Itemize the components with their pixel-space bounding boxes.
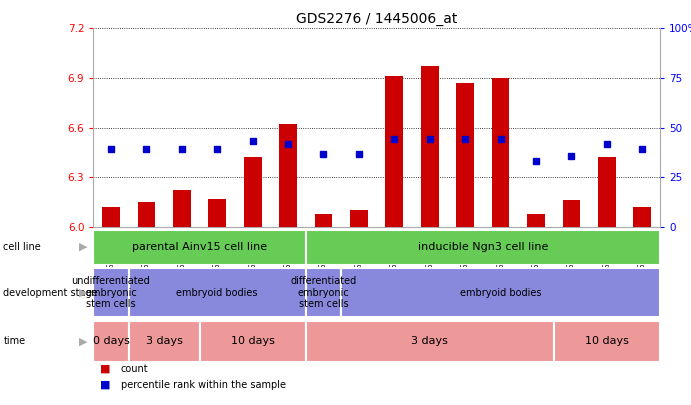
Bar	[305, 321, 553, 362]
Text: inducible Ngn3 cell line: inducible Ngn3 cell line	[417, 242, 548, 252]
Bar	[386, 76, 403, 227]
Bar	[341, 269, 660, 317]
Bar	[350, 210, 368, 227]
Bar	[314, 213, 332, 227]
Text: ■: ■	[100, 380, 111, 390]
Bar	[492, 78, 509, 227]
Bar	[173, 190, 191, 227]
Text: GDS2276 / 1445006_at: GDS2276 / 1445006_at	[296, 12, 457, 26]
Text: 0 days: 0 days	[93, 336, 129, 346]
Bar	[527, 213, 545, 227]
Bar	[129, 269, 305, 317]
Bar	[456, 83, 474, 227]
Text: parental Ainv15 cell line: parental Ainv15 cell line	[132, 242, 267, 252]
Bar	[93, 230, 305, 264]
Text: percentile rank within the sample: percentile rank within the sample	[121, 380, 286, 390]
Text: 10 days: 10 days	[231, 336, 274, 346]
Bar	[305, 230, 660, 264]
Text: ▶: ▶	[79, 288, 88, 298]
Bar	[102, 207, 120, 227]
Bar	[634, 207, 651, 227]
Bar	[93, 269, 129, 317]
Text: development stage: development stage	[3, 288, 98, 298]
Bar	[305, 269, 341, 317]
Text: differentiated
embryonic
stem cells: differentiated embryonic stem cells	[290, 276, 357, 309]
Bar	[553, 321, 660, 362]
Bar	[129, 321, 200, 362]
Text: time: time	[3, 336, 26, 346]
Bar	[421, 66, 439, 227]
Bar	[562, 200, 580, 227]
Text: 10 days: 10 days	[585, 336, 629, 346]
Text: count: count	[121, 364, 149, 373]
Bar	[598, 157, 616, 227]
Bar	[279, 124, 297, 227]
Text: embryoid bodies: embryoid bodies	[460, 288, 541, 298]
Text: 3 days: 3 days	[146, 336, 182, 346]
Bar	[138, 202, 155, 227]
Text: embryoid bodies: embryoid bodies	[176, 288, 258, 298]
Text: 3 days: 3 days	[411, 336, 448, 346]
Bar	[93, 321, 129, 362]
Text: ▶: ▶	[79, 242, 88, 252]
Text: undifferentiated
embryonic
stem cells: undifferentiated embryonic stem cells	[72, 276, 151, 309]
Text: ▶: ▶	[79, 336, 88, 346]
Text: cell line: cell line	[3, 242, 41, 252]
Bar	[209, 199, 226, 227]
Text: ■: ■	[100, 364, 111, 373]
Bar	[244, 157, 261, 227]
Bar	[200, 321, 305, 362]
